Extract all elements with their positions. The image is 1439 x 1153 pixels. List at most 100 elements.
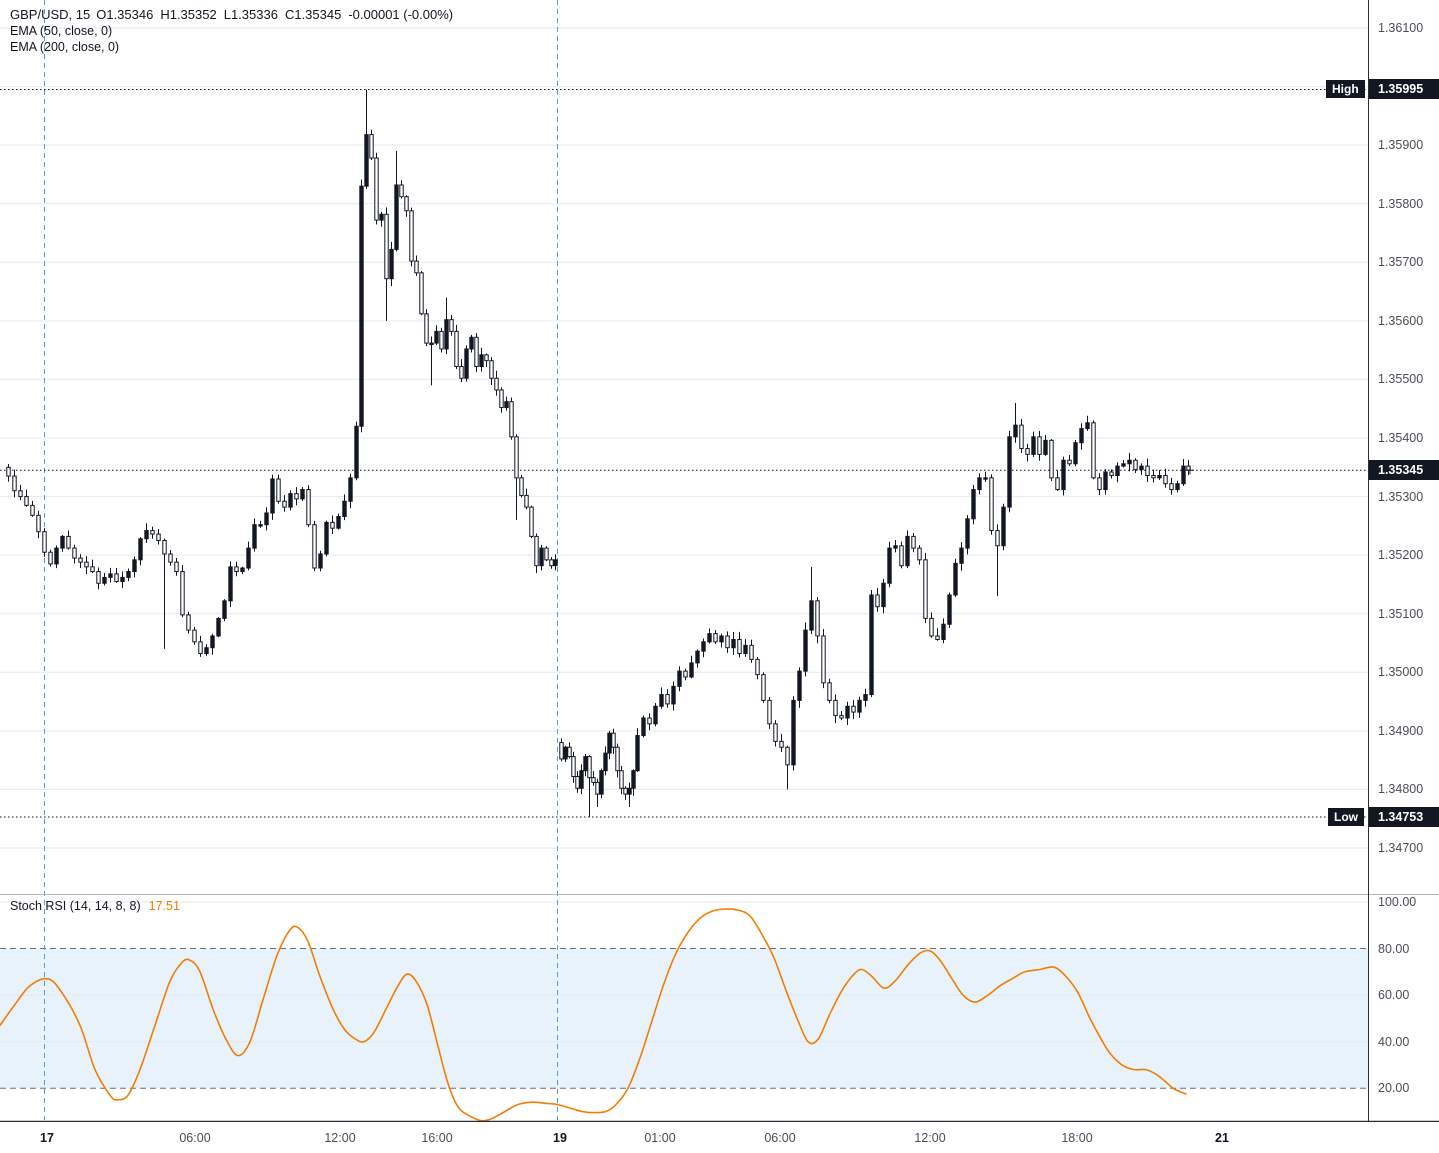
candle-down (234, 566, 239, 573)
close-value: 1.35345 (294, 7, 342, 22)
stoch-tick-label: 100.00 (1378, 895, 1417, 909)
price-tick-label: 1.35800 (1378, 196, 1424, 211)
stoch-title: Stoch RSI (14, 14, 8, 8) (10, 899, 141, 913)
symbol-title: GBP/USD, 15 (10, 7, 91, 22)
candle-up (689, 662, 694, 678)
candle-up (216, 617, 221, 637)
candle-down (935, 635, 940, 640)
candle-down (587, 756, 592, 779)
candle-down (875, 594, 880, 608)
candle-down (312, 524, 317, 569)
candle-up (631, 770, 636, 789)
candle-up (869, 594, 874, 696)
candle-up (359, 185, 364, 427)
candle-up (803, 629, 808, 672)
candle-down (499, 389, 504, 409)
candle-down (773, 723, 778, 742)
candle-up (288, 493, 293, 508)
candle-up (228, 566, 233, 602)
candle-down (78, 557, 83, 563)
candle-down (899, 545, 904, 567)
candle-down (494, 377, 499, 391)
candle-down (767, 699, 772, 725)
candle-down (12, 475, 17, 492)
candle-down (168, 553, 173, 563)
candle-down (36, 514, 41, 533)
stoch-tick-label: 60.00 (1378, 988, 1410, 1003)
candle-up (971, 489, 976, 520)
symbol-legend[interactable]: GBP/USD, 15 O1.35346 H1.35352 L1.35336 C1.35… (10, 6, 453, 55)
candle-up (809, 600, 814, 631)
symbol-ohlc-row[interactable]: GBP/USD, 15 O1.35346 H1.35352 L1.35336 C1.35… (10, 6, 453, 23)
candle-up (60, 535, 65, 549)
candle-up (1121, 463, 1126, 467)
candle-up (845, 705, 850, 719)
candle-up (434, 330, 439, 344)
candle-up (659, 694, 664, 707)
candle-down (514, 436, 519, 479)
candle-down (276, 478, 281, 502)
candle-up (479, 354, 484, 368)
candle-down (755, 658, 760, 676)
candle-down (18, 490, 23, 498)
candle-down (665, 694, 670, 705)
price-tick-label: 1.35100 (1378, 606, 1424, 621)
candle-up (1181, 465, 1186, 485)
price-tick-label: 1.35900 (1378, 138, 1424, 153)
stoch-legend[interactable]: Stoch RSI (14, 14, 8, 8) 17.51 (10, 899, 180, 913)
candle-up (731, 638, 736, 649)
candle-down (1037, 436, 1042, 455)
candle-up (354, 425, 359, 479)
candle-down (374, 157, 379, 221)
open-value: 1.35346 (106, 7, 154, 22)
candle-down (454, 330, 459, 368)
candle-up (857, 699, 862, 713)
candle-up (318, 553, 323, 569)
candle-up (364, 134, 369, 187)
time-axis-label: 06:00 (764, 1131, 796, 1145)
time-axis-label: 16:00 (421, 1131, 453, 1145)
ema-50-legend[interactable]: EMA (50, close, 0) (10, 24, 113, 38)
candle-down (911, 535, 916, 549)
candle-up (1031, 436, 1036, 455)
candle-down (923, 559, 928, 619)
time-axis[interactable]: 17 06:00 12:00 16:00 19 01:00 06:00 12:00 18:00 2… (0, 1122, 1439, 1153)
candle-down (282, 500, 287, 508)
candle-up (953, 562, 958, 596)
candle-up (607, 732, 612, 754)
candle-down (1145, 465, 1150, 476)
price-axis[interactable]: 1.35995 1.35345 1.34753 1.36100 1.35900 1.… (1369, 0, 1439, 1153)
candle-down (995, 530, 1000, 547)
candle-up (1007, 436, 1012, 508)
candle-up (348, 477, 353, 502)
candle-up (300, 489, 305, 500)
candle-down (1055, 477, 1060, 491)
candle-down (839, 715, 844, 719)
low-label: Low (1328, 807, 1364, 826)
candle-down (186, 614, 191, 631)
candle-up (743, 644, 748, 655)
candle-up (429, 342, 434, 346)
candle-up (324, 521, 329, 555)
ema-200-legend[interactable]: EMA (200, close, 0) (10, 40, 120, 54)
candle-down (150, 530, 155, 535)
time-axis-label: 19 (553, 1131, 567, 1145)
candle-down (827, 682, 832, 701)
price-tick-label: 1.35000 (1378, 665, 1424, 680)
candle-down (1163, 474, 1168, 485)
candle-down (369, 134, 374, 159)
candle-down (749, 644, 754, 660)
price-tick-label: 1.35500 (1378, 372, 1424, 387)
candle-down (815, 600, 820, 637)
candle-down (1067, 459, 1072, 465)
candle-down (399, 184, 404, 198)
candle-up (54, 547, 59, 565)
candle-down (294, 493, 299, 500)
candle-down (156, 533, 161, 541)
candle-up (336, 515, 341, 529)
candle-up (965, 518, 970, 549)
candle-up (635, 735, 640, 772)
candle-down (851, 705, 856, 713)
stoch-band (0, 948, 1368, 1089)
